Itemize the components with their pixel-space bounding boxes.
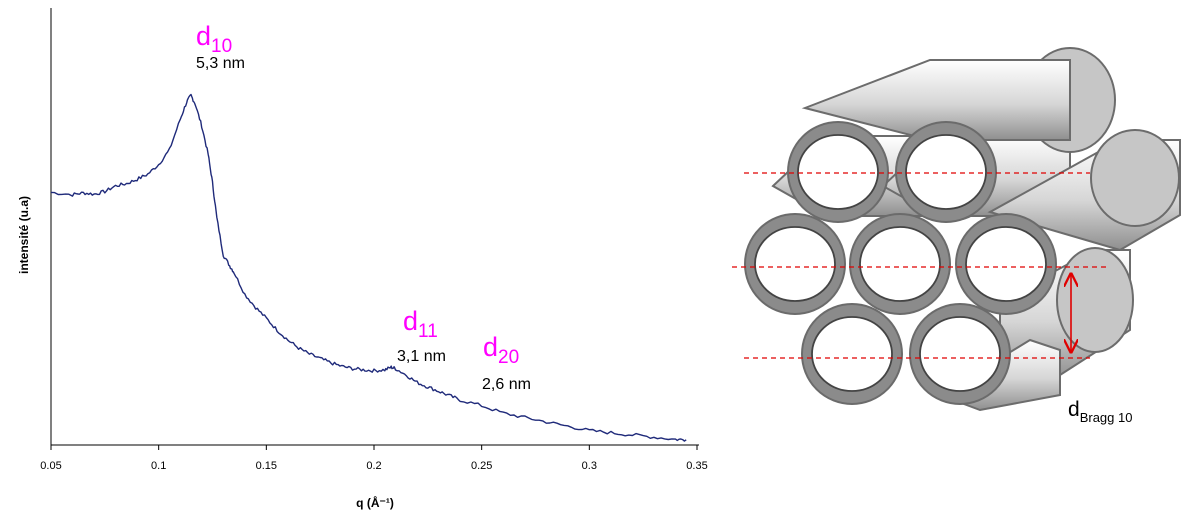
peak-d11-value: 3,1 nm bbox=[397, 348, 446, 365]
bragg-spacing-label: dBragg 10 bbox=[1068, 398, 1132, 425]
tube-top-left-body bbox=[801, 59, 1071, 141]
peak-annotation-d11: d11 3,1 nm bbox=[397, 306, 446, 365]
peak-d10-symbol: d10 bbox=[196, 21, 232, 57]
saxs-chart: 0.05 0.1 0.15 0.2 0.25 0.3 0.35 q (Å⁻¹) intens… bbox=[17, 8, 708, 510]
peak-d20-value: 2,6 nm bbox=[482, 376, 531, 393]
peak-d20-subscript: 20 bbox=[498, 347, 519, 368]
hexagonal-pore-schematic: dBragg 10 bbox=[732, 47, 1181, 425]
peak-annotation-d10: d10 5,3 nm bbox=[196, 21, 245, 72]
x-axis-title: q (Å⁻¹) bbox=[356, 495, 394, 510]
peak-d20-symbol: d20 bbox=[483, 332, 519, 368]
x-tick-label: 0.25 bbox=[471, 460, 492, 472]
x-tick-group: 0.05 0.1 0.15 0.2 0.25 0.3 0.35 bbox=[40, 445, 708, 472]
peak-d11-symbol: d11 bbox=[403, 306, 438, 342]
pore-bottom-left bbox=[811, 316, 893, 392]
peak-d10-subscript: 10 bbox=[211, 36, 232, 57]
x-tick-label: 0.3 bbox=[582, 460, 597, 472]
x-tick-label: 0.1 bbox=[151, 460, 166, 472]
bragg-plane-lines bbox=[732, 172, 1110, 359]
pore-middle-right bbox=[965, 226, 1047, 302]
pore-center bbox=[859, 226, 941, 302]
peak-annotation-d20: d20 2,6 nm bbox=[482, 332, 531, 393]
x-tick-label: 0.35 bbox=[686, 460, 707, 472]
x-tick-label: 0.15 bbox=[256, 460, 277, 472]
scattering-curve-line bbox=[50, 93, 687, 442]
pore-top-left bbox=[797, 134, 879, 210]
pore-middle-left bbox=[754, 226, 836, 302]
y-axis-title: intensité (u.a) bbox=[17, 196, 31, 274]
pore-top-right bbox=[905, 134, 987, 210]
peak-d10-value: 5,3 nm bbox=[196, 55, 245, 72]
x-tick-label: 0.2 bbox=[366, 460, 381, 472]
x-tick-label: 0.05 bbox=[40, 460, 61, 472]
peak-d11-subscript: 11 bbox=[418, 321, 438, 342]
pore-bottom-right bbox=[919, 316, 1001, 392]
tube-right-middle-body bbox=[987, 129, 1181, 252]
pore-openings bbox=[754, 134, 1047, 392]
bragg-spacing-subscript: Bragg 10 bbox=[1080, 410, 1133, 425]
